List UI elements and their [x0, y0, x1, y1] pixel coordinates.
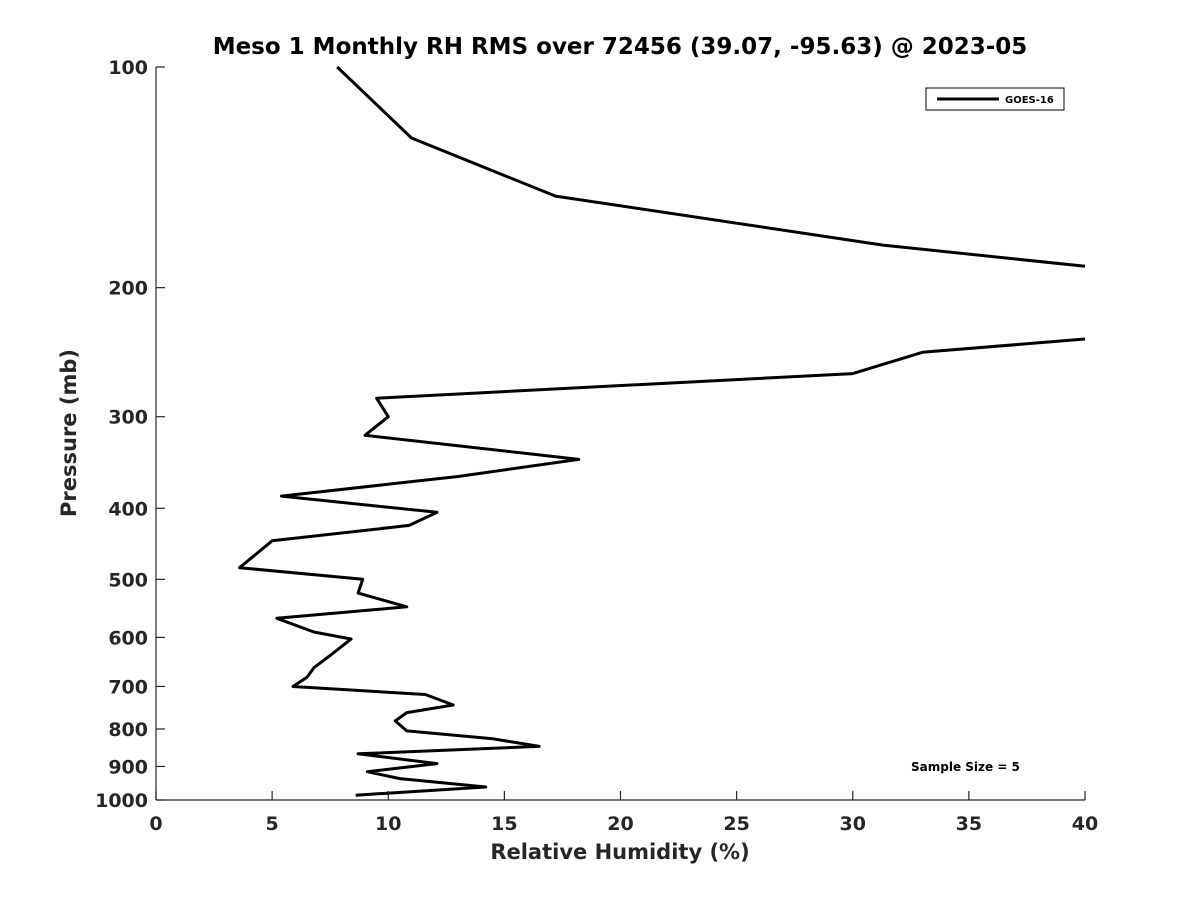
- legend-label-goes-16: GOES-16: [1005, 95, 1054, 106]
- x-tick-label: 30: [840, 813, 866, 835]
- x-tick-label: 15: [491, 813, 517, 835]
- x-tick-label: 35: [956, 813, 982, 835]
- x-tick-label: 25: [723, 813, 749, 835]
- x-tick-label: 40: [1072, 813, 1098, 835]
- y-tick-label: 400: [108, 498, 148, 520]
- x-tick-label: 5: [266, 813, 279, 835]
- y-tick-label: 100: [108, 57, 148, 79]
- y-axis-ticks: 100 200 300 400 500 600 700 800 900 1000: [95, 57, 165, 812]
- y-axis-label: Pressure (mb): [57, 349, 81, 517]
- y-tick-label: 700: [108, 676, 148, 698]
- legend: GOES-16: [925, 87, 1065, 111]
- y-tick-label: 200: [108, 278, 148, 300]
- y-tick-label: 800: [108, 719, 148, 741]
- x-tick-label: 10: [375, 813, 401, 835]
- annotation-sample-size: Sample Size = 5: [911, 760, 1020, 774]
- chart-title: Meso 1 Monthly RH RMS over 72456 (39.07,…: [213, 34, 1028, 60]
- x-tick-label: 0: [149, 813, 162, 835]
- y-tick-label: 1000: [95, 790, 148, 812]
- y-tick-label: 300: [108, 407, 148, 429]
- x-tick-label: 20: [607, 813, 633, 835]
- series-line-goes-16-segment-1: [336, 65, 1086, 268]
- x-axis-ticks: 0 5 10 15 20 25 30 35 40: [149, 791, 1098, 835]
- y-tick-label: 500: [108, 569, 148, 591]
- series-group: [238, 65, 1086, 797]
- y-tick-label: 600: [108, 627, 148, 649]
- x-axis-label: Relative Humidity (%): [490, 840, 749, 864]
- axes: [155, 67, 1085, 801]
- y-tick-label: 900: [108, 756, 148, 778]
- series-line-goes-16-segment-2: [238, 337, 1086, 797]
